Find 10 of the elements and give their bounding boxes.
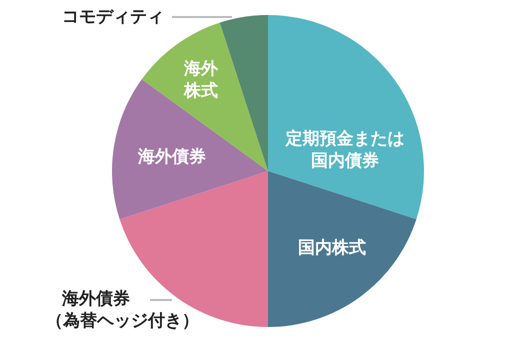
slice-label: 海外株式 — [182, 58, 219, 102]
pie-slice — [112, 79, 268, 220]
pie-slice — [268, 15, 424, 220]
slice-label: 定期預金または国内債券 — [284, 128, 406, 172]
slice-label: コモディティ — [62, 6, 164, 28]
slice-label: 海外債券 — [137, 146, 207, 168]
pie-slice — [220, 15, 268, 171]
slice-label: 国内株式 — [297, 237, 367, 260]
slice-label: 海外債券（為替ヘッジ付き） — [46, 288, 199, 332]
pie-slice — [268, 171, 416, 327]
